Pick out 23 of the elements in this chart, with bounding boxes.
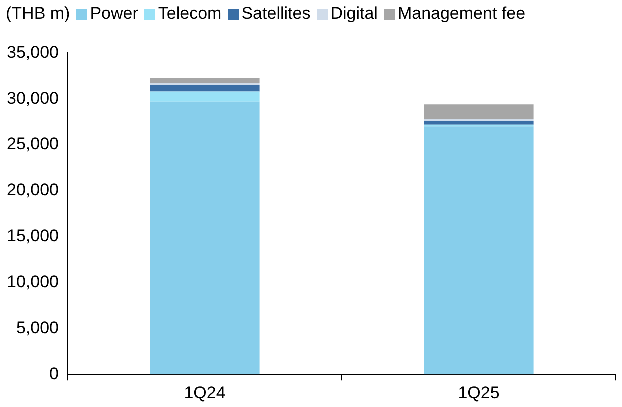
bar xyxy=(150,85,260,92)
bar xyxy=(150,92,260,102)
x-tick-label: 1Q25 xyxy=(458,383,500,402)
bar xyxy=(150,102,260,375)
y-tick-label: 20,000 xyxy=(6,180,59,200)
bar xyxy=(424,121,534,125)
legend-label: Digital xyxy=(330,4,378,24)
x-tick-label: 1Q24 xyxy=(184,383,226,402)
y-tick-label: 5,000 xyxy=(16,318,59,338)
bar xyxy=(150,78,260,84)
y-tick-label: 0 xyxy=(50,364,59,384)
legend-label: Telecom xyxy=(158,4,222,24)
bar xyxy=(424,126,534,375)
y-tick-label: 30,000 xyxy=(6,88,59,108)
y-tick-label: 25,000 xyxy=(6,134,59,154)
legend-label: Management fee xyxy=(398,4,526,24)
legend-label: Power xyxy=(90,4,138,24)
y-tick-label: 10,000 xyxy=(6,272,59,292)
bar xyxy=(424,104,534,120)
legend-label: Satellites xyxy=(242,4,311,24)
y-tick-label: 15,000 xyxy=(6,226,59,246)
y-tick-label: 35,000 xyxy=(6,42,59,62)
y-axis-title: (THB m) xyxy=(6,4,70,24)
